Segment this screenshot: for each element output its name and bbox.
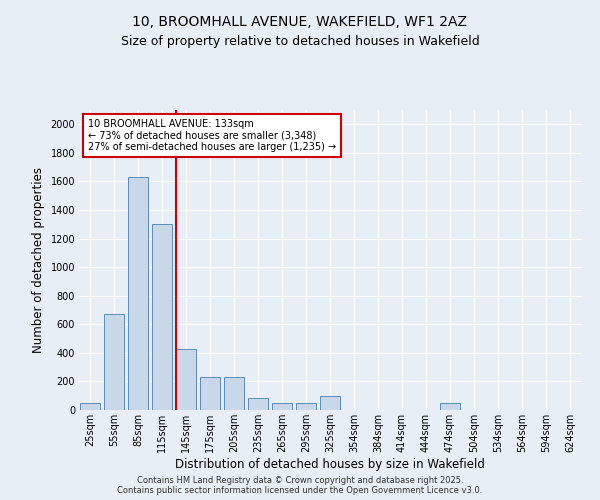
Text: 10 BROOMHALL AVENUE: 133sqm
← 73% of detached houses are smaller (3,348)
27% of : 10 BROOMHALL AVENUE: 133sqm ← 73% of det… [88, 119, 336, 152]
Bar [440, 403, 460, 410]
Bar [104, 314, 124, 410]
Bar [272, 403, 292, 410]
Bar [80, 403, 100, 410]
Y-axis label: Number of detached properties: Number of detached properties [32, 167, 45, 353]
Bar [176, 348, 196, 410]
Text: 10, BROOMHALL AVENUE, WAKEFIELD, WF1 2AZ: 10, BROOMHALL AVENUE, WAKEFIELD, WF1 2AZ [133, 15, 467, 29]
Bar [320, 396, 340, 410]
Text: Contains HM Land Registry data © Crown copyright and database right 2025.
Contai: Contains HM Land Registry data © Crown c… [118, 476, 482, 495]
Bar [248, 398, 268, 410]
Bar [152, 224, 172, 410]
Bar [296, 403, 316, 410]
X-axis label: Distribution of detached houses by size in Wakefield: Distribution of detached houses by size … [175, 458, 485, 470]
Bar [128, 177, 148, 410]
Text: Size of property relative to detached houses in Wakefield: Size of property relative to detached ho… [121, 35, 479, 48]
Bar [200, 377, 220, 410]
Bar [224, 377, 244, 410]
